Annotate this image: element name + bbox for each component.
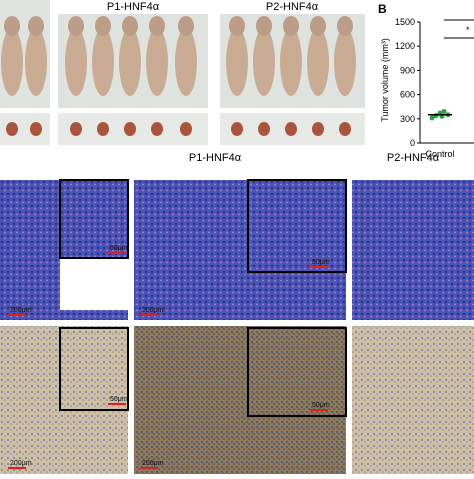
inset: [59, 179, 129, 259]
scale-label: 200μm: [142, 307, 164, 314]
tumor: [97, 122, 109, 136]
mouse-head: [95, 16, 111, 36]
panel-a: P1-HNF4α P2-HNF4α: [0, 0, 365, 145]
mouse: [334, 28, 356, 96]
inset: [247, 327, 347, 417]
mouse-head: [4, 16, 20, 36]
mouse-head: [283, 16, 299, 36]
tumor: [312, 122, 324, 136]
tumor: [151, 122, 163, 136]
mouse-head: [28, 16, 44, 36]
data-point: [441, 109, 447, 115]
y-tick-label: 1200: [395, 41, 415, 51]
scale-label: 50μm: [110, 396, 128, 403]
y-tick-label: 1500: [395, 17, 415, 27]
histology: P1-HNF4α P2-HNF4α 200μm 50μm 200μm 50μm 200μ…: [0, 152, 474, 474]
mouse: [119, 28, 141, 96]
mouse: [92, 28, 114, 96]
y-axis-label: Tumor volume (mm³): [380, 38, 390, 122]
mouse: [226, 28, 248, 96]
mouse: [65, 28, 87, 96]
blank: [60, 258, 128, 310]
mouse-head: [229, 16, 245, 36]
significance: *: [466, 25, 470, 35]
inset: [247, 179, 347, 273]
mouse: [25, 28, 47, 96]
group-label: P1-HNF4α: [107, 1, 160, 13]
tumor: [6, 122, 18, 136]
tumor: [258, 122, 270, 136]
y-tick-label: 0: [410, 138, 415, 148]
mouse-head: [178, 16, 194, 36]
tumor: [30, 122, 42, 136]
tumor: [339, 122, 351, 136]
mouse: [175, 28, 197, 96]
mouse-head: [68, 16, 84, 36]
group-label: P2-HNF4α: [266, 1, 319, 13]
group-label: P1-HNF4α: [189, 152, 242, 164]
tumor: [231, 122, 243, 136]
y-tick-label: 300: [400, 114, 415, 124]
tumor: [180, 122, 192, 136]
mouse: [280, 28, 302, 96]
mouse-head: [256, 16, 272, 36]
tumor: [124, 122, 136, 136]
mouse-head: [337, 16, 353, 36]
scale-label: 200μm: [142, 460, 164, 467]
panel-label: B: [378, 2, 387, 16]
mouse: [307, 28, 329, 96]
mouse-head: [122, 16, 138, 36]
data-point: [429, 115, 435, 121]
mouse: [146, 28, 168, 96]
scale-label: 50μm: [312, 402, 330, 409]
tumor: [285, 122, 297, 136]
panel-b: B Tumor volume (mm³) Control * 0 300 600 90…: [378, 2, 474, 159]
y-tick-label: 600: [400, 90, 415, 100]
mouse-head: [310, 16, 326, 36]
scale-label: 50μm: [312, 259, 330, 266]
mouse: [1, 28, 23, 96]
scale-label: 200μm: [10, 460, 32, 467]
he-image: [352, 180, 474, 320]
scale-label: 200μm: [10, 307, 32, 314]
group-label: P2-HNF4α: [387, 152, 440, 164]
y-tick-label: 900: [400, 65, 415, 75]
category-label: Control: [425, 149, 454, 159]
mouse-head: [149, 16, 165, 36]
scale-label: 50μm: [110, 245, 128, 252]
tumor: [70, 122, 82, 136]
mouse: [253, 28, 275, 96]
ihc-image: [352, 326, 474, 474]
inset: [59, 327, 129, 411]
